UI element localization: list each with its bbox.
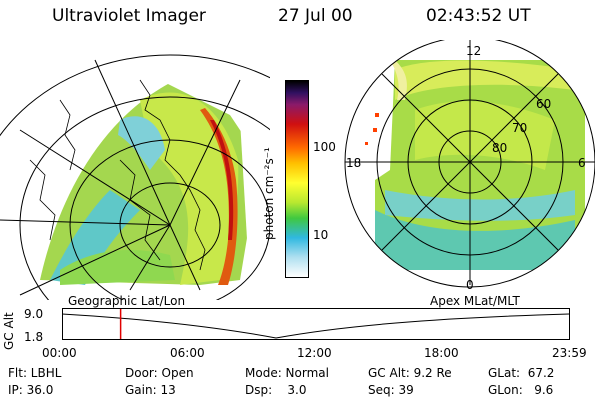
lat-label-80: 80 xyxy=(492,141,508,155)
timeline-xtick-0000: 00:00 xyxy=(42,346,77,360)
colorbar-tick-100: 100 xyxy=(313,140,336,154)
gain-info: Gain: 13 xyxy=(125,383,176,397)
timeline-xtick-1200: 12:00 xyxy=(297,346,332,360)
timeline-ytick-low: 1.8 xyxy=(24,330,44,344)
mode-info: Mode: Normal xyxy=(245,366,329,380)
left-projection-label: Geographic Lat/Lon xyxy=(68,294,186,308)
timeline-xtick-0600: 06:00 xyxy=(170,346,205,360)
timeline-ytick-high: 9.0 xyxy=(24,307,44,321)
colorbar-unit-label: photon cm⁻²s⁻¹ xyxy=(262,147,276,240)
right-projection-label: Apex MLat/MLT xyxy=(430,294,520,308)
mlt-label-18: 18 xyxy=(346,156,362,170)
altitude-timeline xyxy=(62,308,570,340)
door-info: Door: Open xyxy=(125,366,194,380)
lat-label-60: 60 xyxy=(536,97,552,111)
gc-alt-info: GC Alt: 9.2 Re xyxy=(368,366,452,380)
geographic-image xyxy=(0,54,270,300)
mlt-label-0: 0 xyxy=(466,278,474,292)
observation-time: 02:43:52 UT xyxy=(426,6,531,26)
timeline-xtick-2359: 23:59 xyxy=(552,346,587,360)
lat-label-70: 70 xyxy=(512,121,528,135)
observation-date: 27 Jul 00 xyxy=(278,6,353,26)
color-scale-bar xyxy=(285,80,309,278)
apex-polar-plot xyxy=(344,40,595,288)
colorbar-tick-10: 10 xyxy=(313,228,329,242)
seq-info: Seq: 39 xyxy=(368,383,414,397)
instrument-title: Ultraviolet Imager xyxy=(52,6,206,26)
glon-info: GLon: 9.6 xyxy=(488,383,554,397)
glat-info: GLat: 67.2 xyxy=(488,366,555,380)
timeline-xtick-1800: 18:00 xyxy=(424,346,459,360)
filter-info: Flt: LBHL xyxy=(8,366,62,380)
timeline-axis-label: GC Alt xyxy=(2,312,16,350)
mlt-label-6: 6 xyxy=(578,156,586,170)
ip-info: IP: 36.0 xyxy=(8,383,54,397)
dsp-info: Dsp: 3.0 xyxy=(245,383,307,397)
mlt-label-12: 12 xyxy=(466,44,482,58)
